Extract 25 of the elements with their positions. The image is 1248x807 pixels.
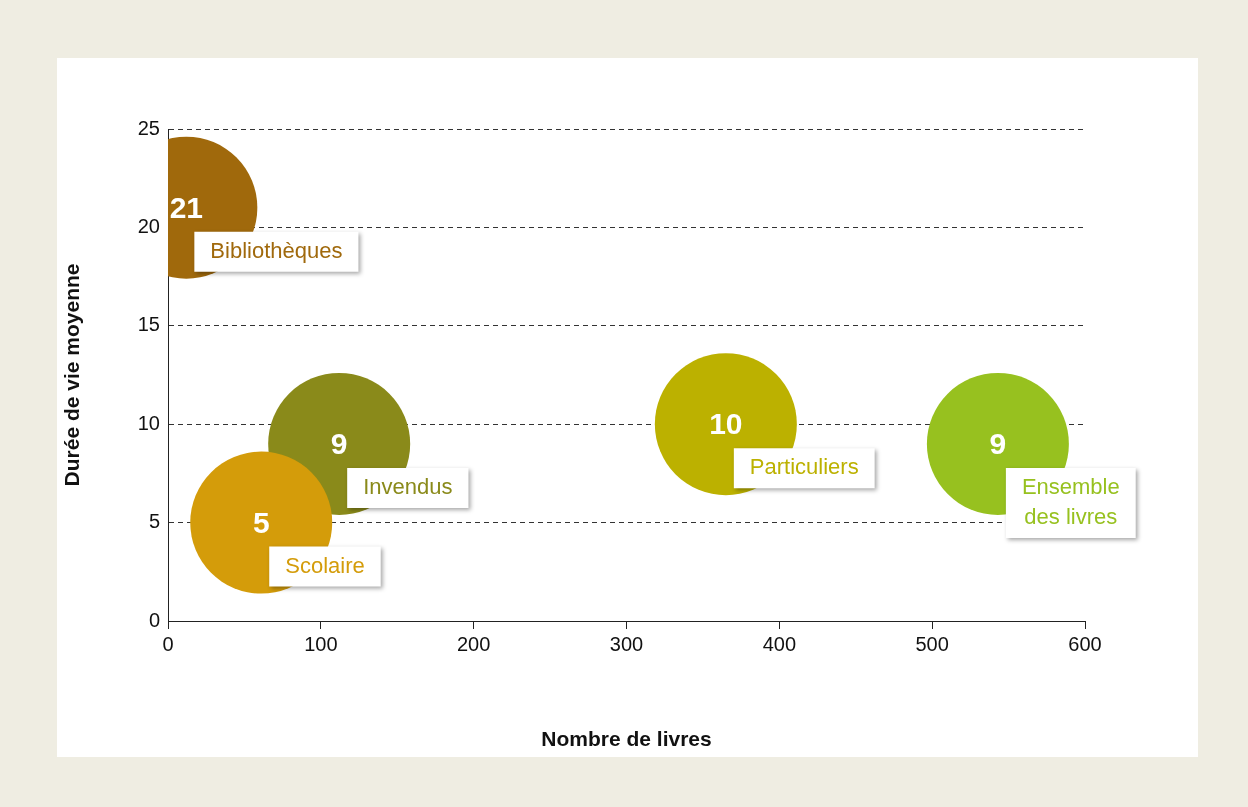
x-tick-label: 200 bbox=[456, 632, 491, 655]
data-label: 21 bbox=[169, 190, 204, 224]
y-tick-label: 0 bbox=[148, 608, 160, 631]
data-label: 5 bbox=[252, 505, 270, 539]
series-label: Particuliers bbox=[749, 454, 859, 480]
y-tick-label: 10 bbox=[137, 411, 160, 434]
x-tick-label: 300 bbox=[609, 632, 644, 655]
data-label: 9 bbox=[330, 427, 348, 461]
y-tick-label: 20 bbox=[137, 214, 160, 237]
y-tick-label: 5 bbox=[148, 510, 160, 533]
x-tick-label: 0 bbox=[162, 632, 174, 655]
x-tick-label: 500 bbox=[915, 632, 949, 655]
series-label: Bibliothèques bbox=[210, 237, 343, 263]
series-label: Scolaire bbox=[285, 552, 365, 578]
data-label: 10 bbox=[709, 407, 743, 441]
y-tick-label: 25 bbox=[137, 116, 160, 139]
y-axis-title: Durée de vie moyenne bbox=[60, 263, 84, 487]
x-axis-title: Nombre de livres bbox=[541, 727, 712, 751]
series-label: Ensemble des livres bbox=[1021, 473, 1120, 529]
series-label: Invendus bbox=[363, 473, 453, 499]
x-tick-label: 100 bbox=[304, 632, 338, 655]
x-tick-label: 600 bbox=[1068, 632, 1102, 655]
y-tick-label: 15 bbox=[137, 313, 160, 336]
data-label: 9 bbox=[989, 427, 1007, 461]
x-tick-label: 400 bbox=[762, 632, 797, 655]
